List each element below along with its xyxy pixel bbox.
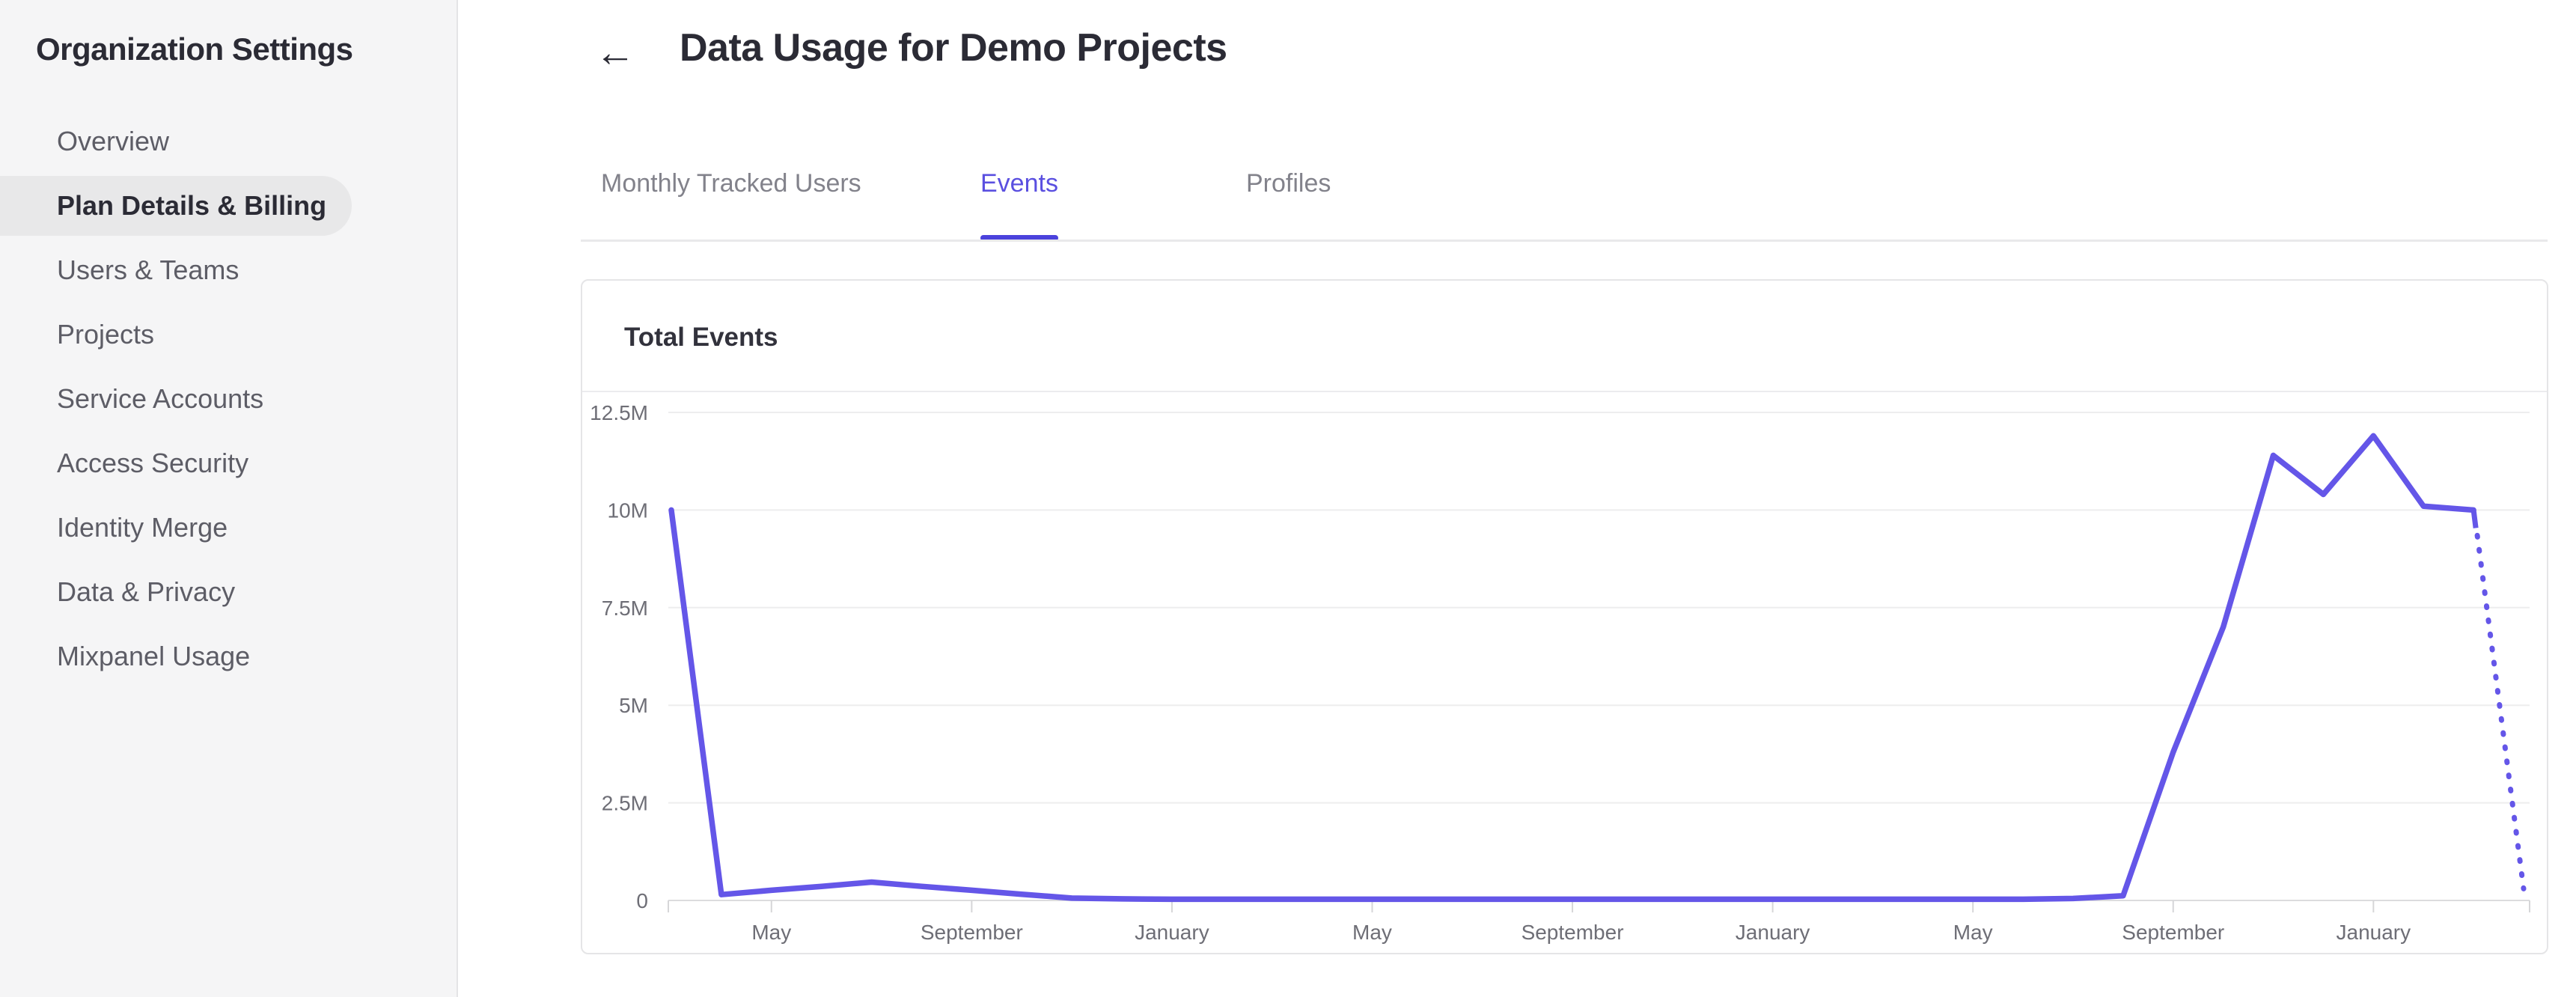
total-events-card: Total Events 0 2.5M 5M 7.5M 10M 12.5M May Septe… <box>581 279 2548 954</box>
sidebar-item-label: Plan Details & Billing <box>57 190 327 221</box>
svg-text:January: January <box>1736 921 1810 944</box>
sidebar-item-label: Users & Teams <box>57 254 239 285</box>
sidebar-item-data-privacy[interactable]: Data & Privacy <box>0 562 352 622</box>
series-line-end <box>2470 509 2479 528</box>
svg-text:May: May <box>1352 921 1392 944</box>
svg-text:September: September <box>2122 921 2224 944</box>
tab-monthly-tracked-users[interactable]: Monthly Tracked Users <box>601 169 861 241</box>
svg-text:7.5M: 7.5M <box>602 597 648 620</box>
sidebar-item-label: Projects <box>57 319 155 350</box>
sidebar-item-service-accounts[interactable]: Service Accounts <box>0 369 352 429</box>
tab-label: Profiles <box>1246 169 1331 198</box>
sidebar-item-label: Access Security <box>57 448 249 478</box>
x-axis: May September January May September January Ma… <box>668 900 2530 944</box>
tab-events[interactable]: Events <box>980 169 1058 241</box>
sidebar-nav: Overview Plan Details & Billing Users & Te… <box>0 112 458 691</box>
tab-bar: Monthly Tracked Users Events Profiles <box>0 169 2576 241</box>
svg-text:12.5M: 12.5M <box>590 401 648 424</box>
back-arrow-icon: ← <box>595 30 635 75</box>
svg-text:September: September <box>1522 921 1624 944</box>
sidebar-item-projects[interactable]: Projects <box>0 305 352 365</box>
tab-profiles[interactable]: Profiles <box>1246 169 1331 241</box>
svg-text:5M: 5M <box>619 694 648 717</box>
svg-text:January: January <box>2337 921 2411 944</box>
sidebar-item-identity-merge[interactable]: Identity Merge <box>0 498 352 558</box>
sidebar-item-overview[interactable]: Overview <box>0 112 352 171</box>
svg-text:0: 0 <box>636 889 648 912</box>
svg-text:September: September <box>921 921 1023 944</box>
sidebar-item-mixpanel-usage[interactable]: Mixpanel Usage <box>0 626 352 686</box>
gridlines <box>668 412 2530 901</box>
sidebar-item-access-security[interactable]: Access Security <box>0 433 352 493</box>
series-line[interactable] <box>668 433 2476 903</box>
projection-dotted-line <box>2474 532 2527 891</box>
tab-label: Monthly Tracked Users <box>601 169 861 198</box>
svg-text:May: May <box>1953 921 1993 944</box>
page-title: Data Usage for Demo Projects <box>680 26 1227 70</box>
svg-text:10M: 10M <box>608 498 648 522</box>
sidebar-item-label: Mixpanel Usage <box>57 641 251 671</box>
svg-text:January: January <box>1135 921 1209 944</box>
y-axis-labels: 0 2.5M 5M 7.5M 10M 12.5M <box>590 401 648 912</box>
card-title: Total Events <box>624 323 778 352</box>
sidebar-item-plan-details-billing[interactable]: Plan Details & Billing <box>0 176 352 236</box>
svg-text:May: May <box>751 921 791 944</box>
sidebar-item-label: Service Accounts <box>57 383 264 414</box>
tab-bar-divider <box>581 240 2548 242</box>
sidebar-item-users-teams[interactable]: Users & Teams <box>0 240 352 300</box>
card-header-divider <box>582 391 2547 392</box>
sidebar-item-label: Overview <box>57 126 170 156</box>
svg-text:2.5M: 2.5M <box>602 792 648 815</box>
sidebar-title: Organization Settings <box>36 31 353 67</box>
back-button[interactable]: ← <box>585 25 645 79</box>
sidebar-item-label: Data & Privacy <box>57 576 236 607</box>
sidebar-item-label: Identity Merge <box>57 512 228 543</box>
tab-label: Events <box>980 169 1058 198</box>
sidebar: Organization Settings Overview Plan Detai… <box>0 0 458 997</box>
